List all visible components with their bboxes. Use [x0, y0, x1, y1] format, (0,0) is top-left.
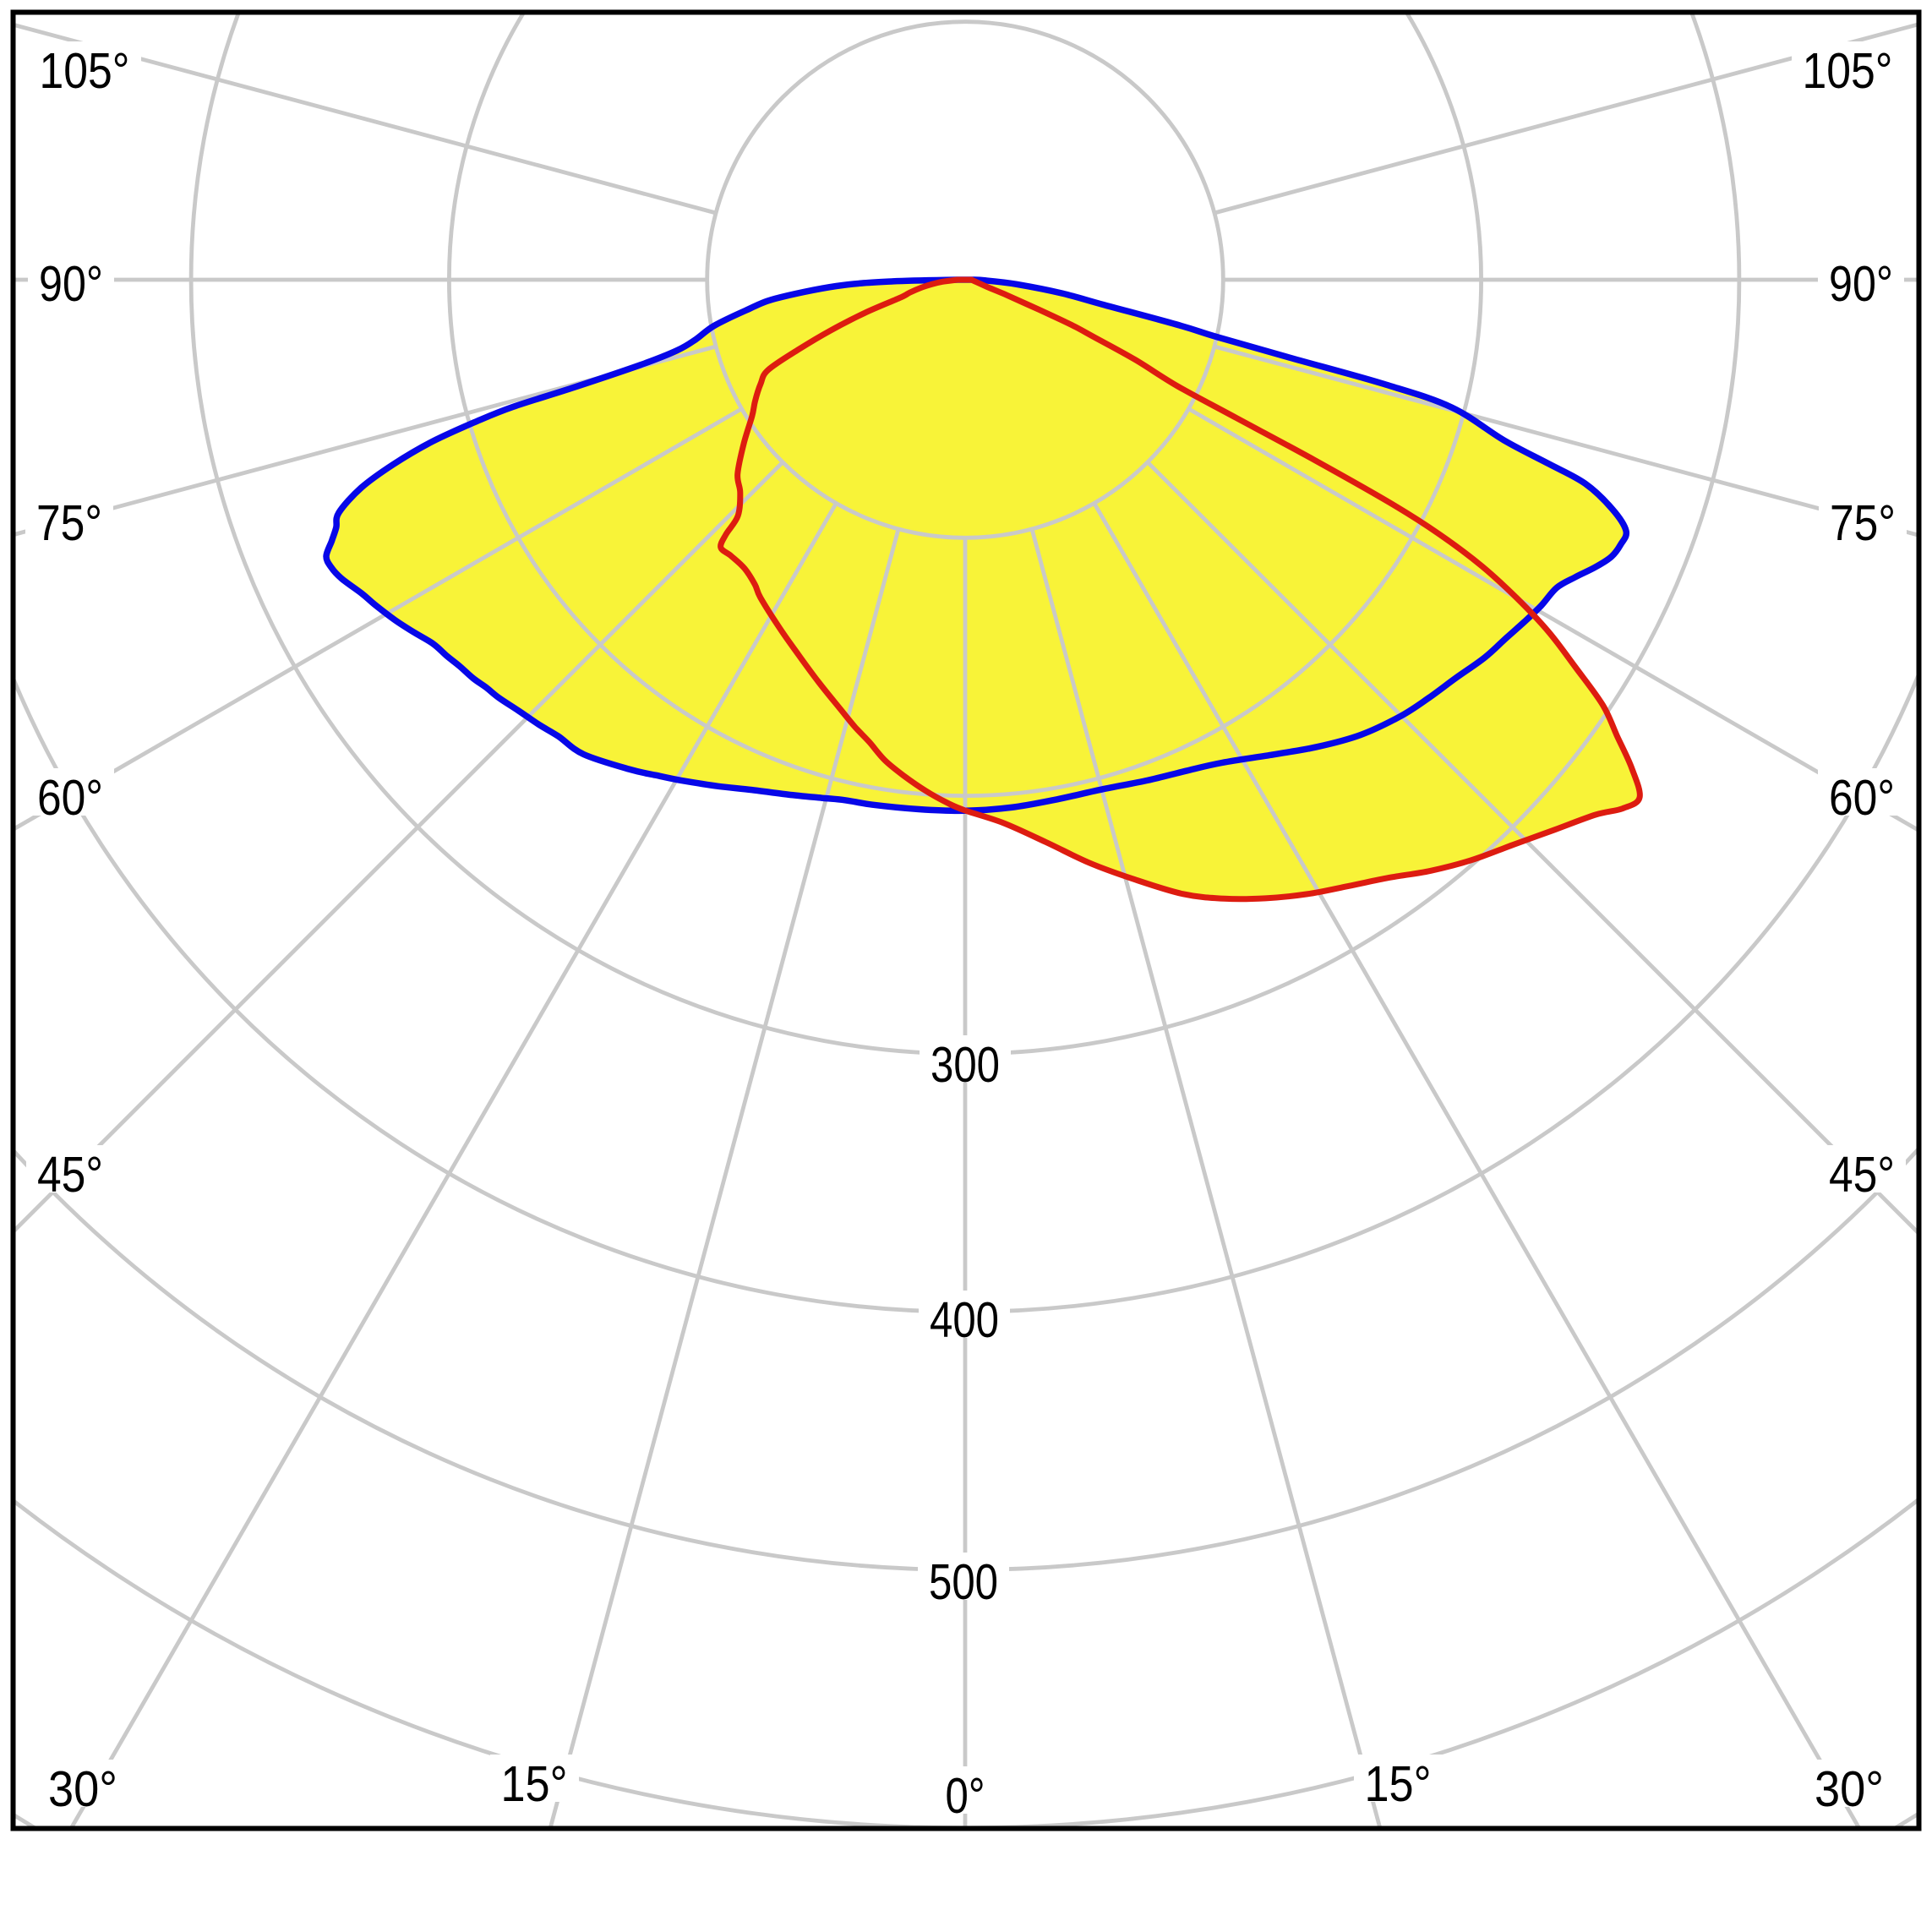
svg-text:105°: 105°	[40, 43, 130, 99]
svg-text:75°: 75°	[1830, 495, 1896, 551]
svg-text:45°: 45°	[1829, 1147, 1895, 1203]
svg-text:75°: 75°	[36, 495, 102, 551]
svg-text:105°: 105°	[1803, 43, 1893, 99]
svg-text:60°: 60°	[1829, 770, 1895, 826]
svg-text:90°: 90°	[39, 256, 103, 312]
svg-text:60°: 60°	[37, 770, 103, 826]
svg-text:30°: 30°	[1815, 1761, 1884, 1817]
svg-text:15°: 15°	[1365, 1756, 1432, 1812]
svg-text:30°: 30°	[48, 1761, 117, 1817]
svg-text:400: 400	[930, 1292, 999, 1348]
svg-text:45°: 45°	[37, 1147, 103, 1203]
svg-text:500: 500	[929, 1554, 998, 1610]
svg-text:90°: 90°	[1829, 256, 1893, 312]
svg-text:300: 300	[931, 1037, 1000, 1093]
svg-text:0°: 0°	[946, 1768, 985, 1824]
svg-text:15°: 15°	[501, 1756, 568, 1812]
